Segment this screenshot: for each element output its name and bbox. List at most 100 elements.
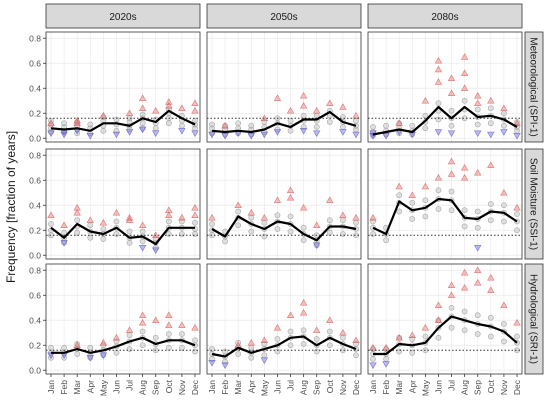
ensemble-point — [113, 218, 120, 225]
ensemble-point — [409, 216, 416, 222]
ensemble-point — [501, 321, 507, 327]
ensemble-point — [422, 197, 429, 204]
y-tick-label: 0.4 — [29, 83, 41, 93]
increase-triangle — [460, 173, 469, 181]
ensemble-point — [113, 231, 120, 237]
x-tick-label: Sep — [473, 380, 483, 395]
ensemble-point — [326, 342, 333, 349]
panel-border — [367, 263, 523, 375]
ensemble-point — [274, 336, 281, 342]
panel-2050s-hydrological-sri-1: Jan Feb Mar Apr May Jun Jul Aug Sep Oct Nov Dec — [206, 263, 362, 396]
y-tick-label: 0.8 — [29, 265, 41, 275]
y-tick-label: 0.0 — [29, 133, 41, 143]
ensemble-point — [165, 120, 172, 127]
decrease-triangle — [208, 131, 216, 139]
ensemble-point — [353, 117, 359, 124]
panel-background — [368, 32, 522, 142]
ensemble-point — [139, 111, 146, 118]
median-line — [51, 336, 196, 354]
ensemble-point — [222, 348, 228, 355]
ensemble-point — [179, 331, 185, 337]
increase-triangle — [339, 328, 347, 336]
x-tick-label: Feb — [59, 380, 69, 395]
ensemble-point — [139, 228, 146, 235]
ensemble-point — [501, 110, 507, 117]
ensemble-point — [87, 234, 94, 241]
ensemble-point — [113, 349, 120, 356]
increase-triangle — [273, 94, 282, 101]
decrease-triangle — [260, 131, 269, 139]
increase-triangle — [474, 99, 482, 106]
decrease-triangle — [382, 133, 390, 140]
increase-triangle — [221, 121, 229, 129]
ensemble-point — [461, 327, 468, 334]
y-tick-label: 0.0 — [29, 250, 41, 260]
ensemble-point — [435, 206, 442, 212]
panel-background — [207, 32, 361, 142]
increase-triangle — [60, 221, 68, 228]
ensemble-point — [126, 332, 133, 339]
increase-triangle — [191, 323, 199, 331]
ensemble-point — [235, 351, 242, 357]
ensemble-point — [287, 127, 294, 134]
ensemble-point — [514, 333, 520, 340]
ensemble-point — [370, 231, 376, 237]
x-tick-label: Sep — [312, 380, 322, 395]
ensemble-point — [501, 338, 507, 345]
ensemble-point — [326, 217, 333, 224]
strip-label: Soil Moisture (SSI-1) — [528, 158, 539, 250]
ensemble-point — [274, 348, 281, 355]
median-line — [211, 110, 357, 134]
increase-triangle — [339, 103, 347, 110]
y-tick-label: 0.8 — [29, 150, 41, 160]
ensemble-point — [435, 187, 442, 194]
panel-2020s-meteorological-spi-1: 0.0 0.2 0.4 0.6 0.8 — [29, 31, 201, 143]
x-tick-label: Jan — [207, 380, 217, 394]
ensemble-point — [501, 218, 507, 225]
ensemble-point — [139, 328, 146, 335]
increase-triangle — [513, 203, 521, 211]
ensemble-point — [300, 224, 307, 231]
ensemble-point — [113, 116, 120, 123]
y-tick-label: 0.6 — [29, 175, 41, 185]
ensemble-point — [209, 121, 215, 128]
x-tick-label: May — [259, 379, 269, 396]
x-tick-label: Oct — [164, 379, 174, 393]
ensemble-point — [340, 217, 346, 224]
ensemble-point — [300, 237, 307, 244]
ensemble-point — [274, 212, 281, 219]
ensemble-point — [487, 120, 494, 127]
strip-background — [45, 3, 201, 29]
increase-triangle — [500, 301, 508, 308]
ensemble-point — [61, 344, 67, 351]
x-tick-label: Jun — [272, 380, 282, 394]
decrease-triangle — [60, 240, 68, 247]
y-tick-label: 0.2 — [29, 108, 41, 118]
ensemble-point — [61, 120, 67, 127]
x-tick-label: Aug — [460, 380, 470, 395]
y-axis-label: Frequency [fraction of years] — [4, 131, 18, 283]
y-tick-label: 0.4 — [29, 315, 41, 325]
increase-triangle — [313, 326, 321, 333]
decrease-triangle — [112, 131, 121, 139]
increase-triangle — [138, 221, 147, 228]
increase-triangle — [178, 104, 186, 111]
panel-background — [368, 264, 522, 374]
decrease-triangle — [152, 130, 160, 138]
ensemble-point — [474, 312, 481, 319]
panel-background — [207, 264, 361, 374]
column-strips: 2020s 2050s 2080s — [45, 3, 523, 29]
ensemble-point — [74, 217, 81, 224]
increase-triangle — [299, 203, 308, 211]
increase-triangle — [447, 170, 456, 177]
ensemble-point — [326, 119, 333, 125]
increase-triangle — [247, 208, 255, 216]
ensemble-point — [179, 231, 185, 237]
ensemble-point — [487, 105, 494, 112]
increase-triangle — [434, 301, 443, 308]
ensemble-point — [287, 342, 294, 349]
panel-2020s-hydrological-sri-1: 0.0 0.2 0.4 0.6 0.8 Jan Feb Mar Apr May Jun Jul Aug S… — [29, 263, 201, 396]
increase-triangle — [273, 196, 282, 203]
ensemble-point — [235, 120, 242, 127]
